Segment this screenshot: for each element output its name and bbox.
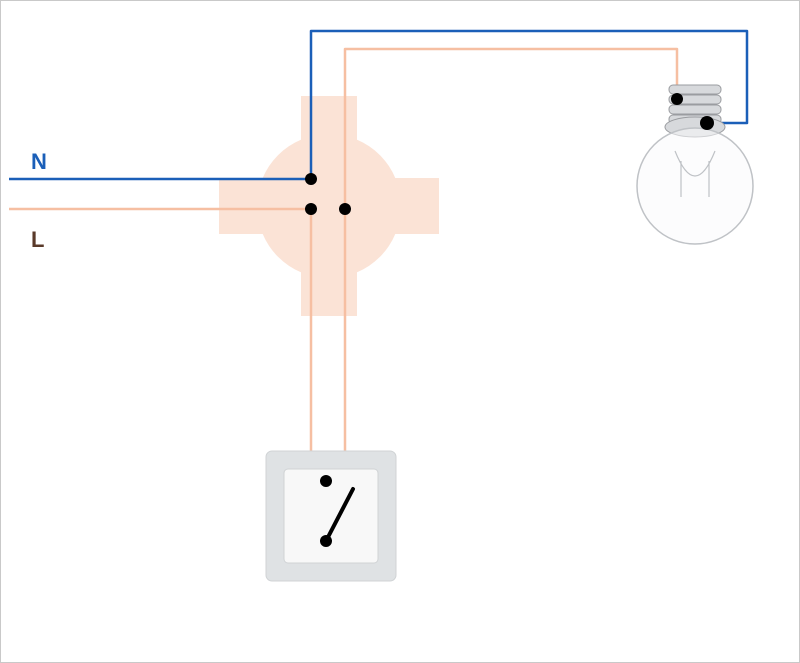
wall-switch — [266, 451, 396, 581]
diagram-svg — [1, 1, 800, 663]
junction-hub — [219, 96, 439, 316]
wiring-diagram: N L — [0, 0, 800, 663]
hub-circle — [257, 134, 401, 278]
bulb-glass — [637, 128, 753, 244]
bulb-terminal-left — [671, 93, 683, 105]
bulb-terminal-right — [700, 116, 714, 130]
switch-terminal-top — [320, 475, 332, 487]
label-live: L — [31, 227, 44, 253]
label-neutral: N — [31, 149, 47, 175]
light-bulb — [637, 85, 753, 244]
